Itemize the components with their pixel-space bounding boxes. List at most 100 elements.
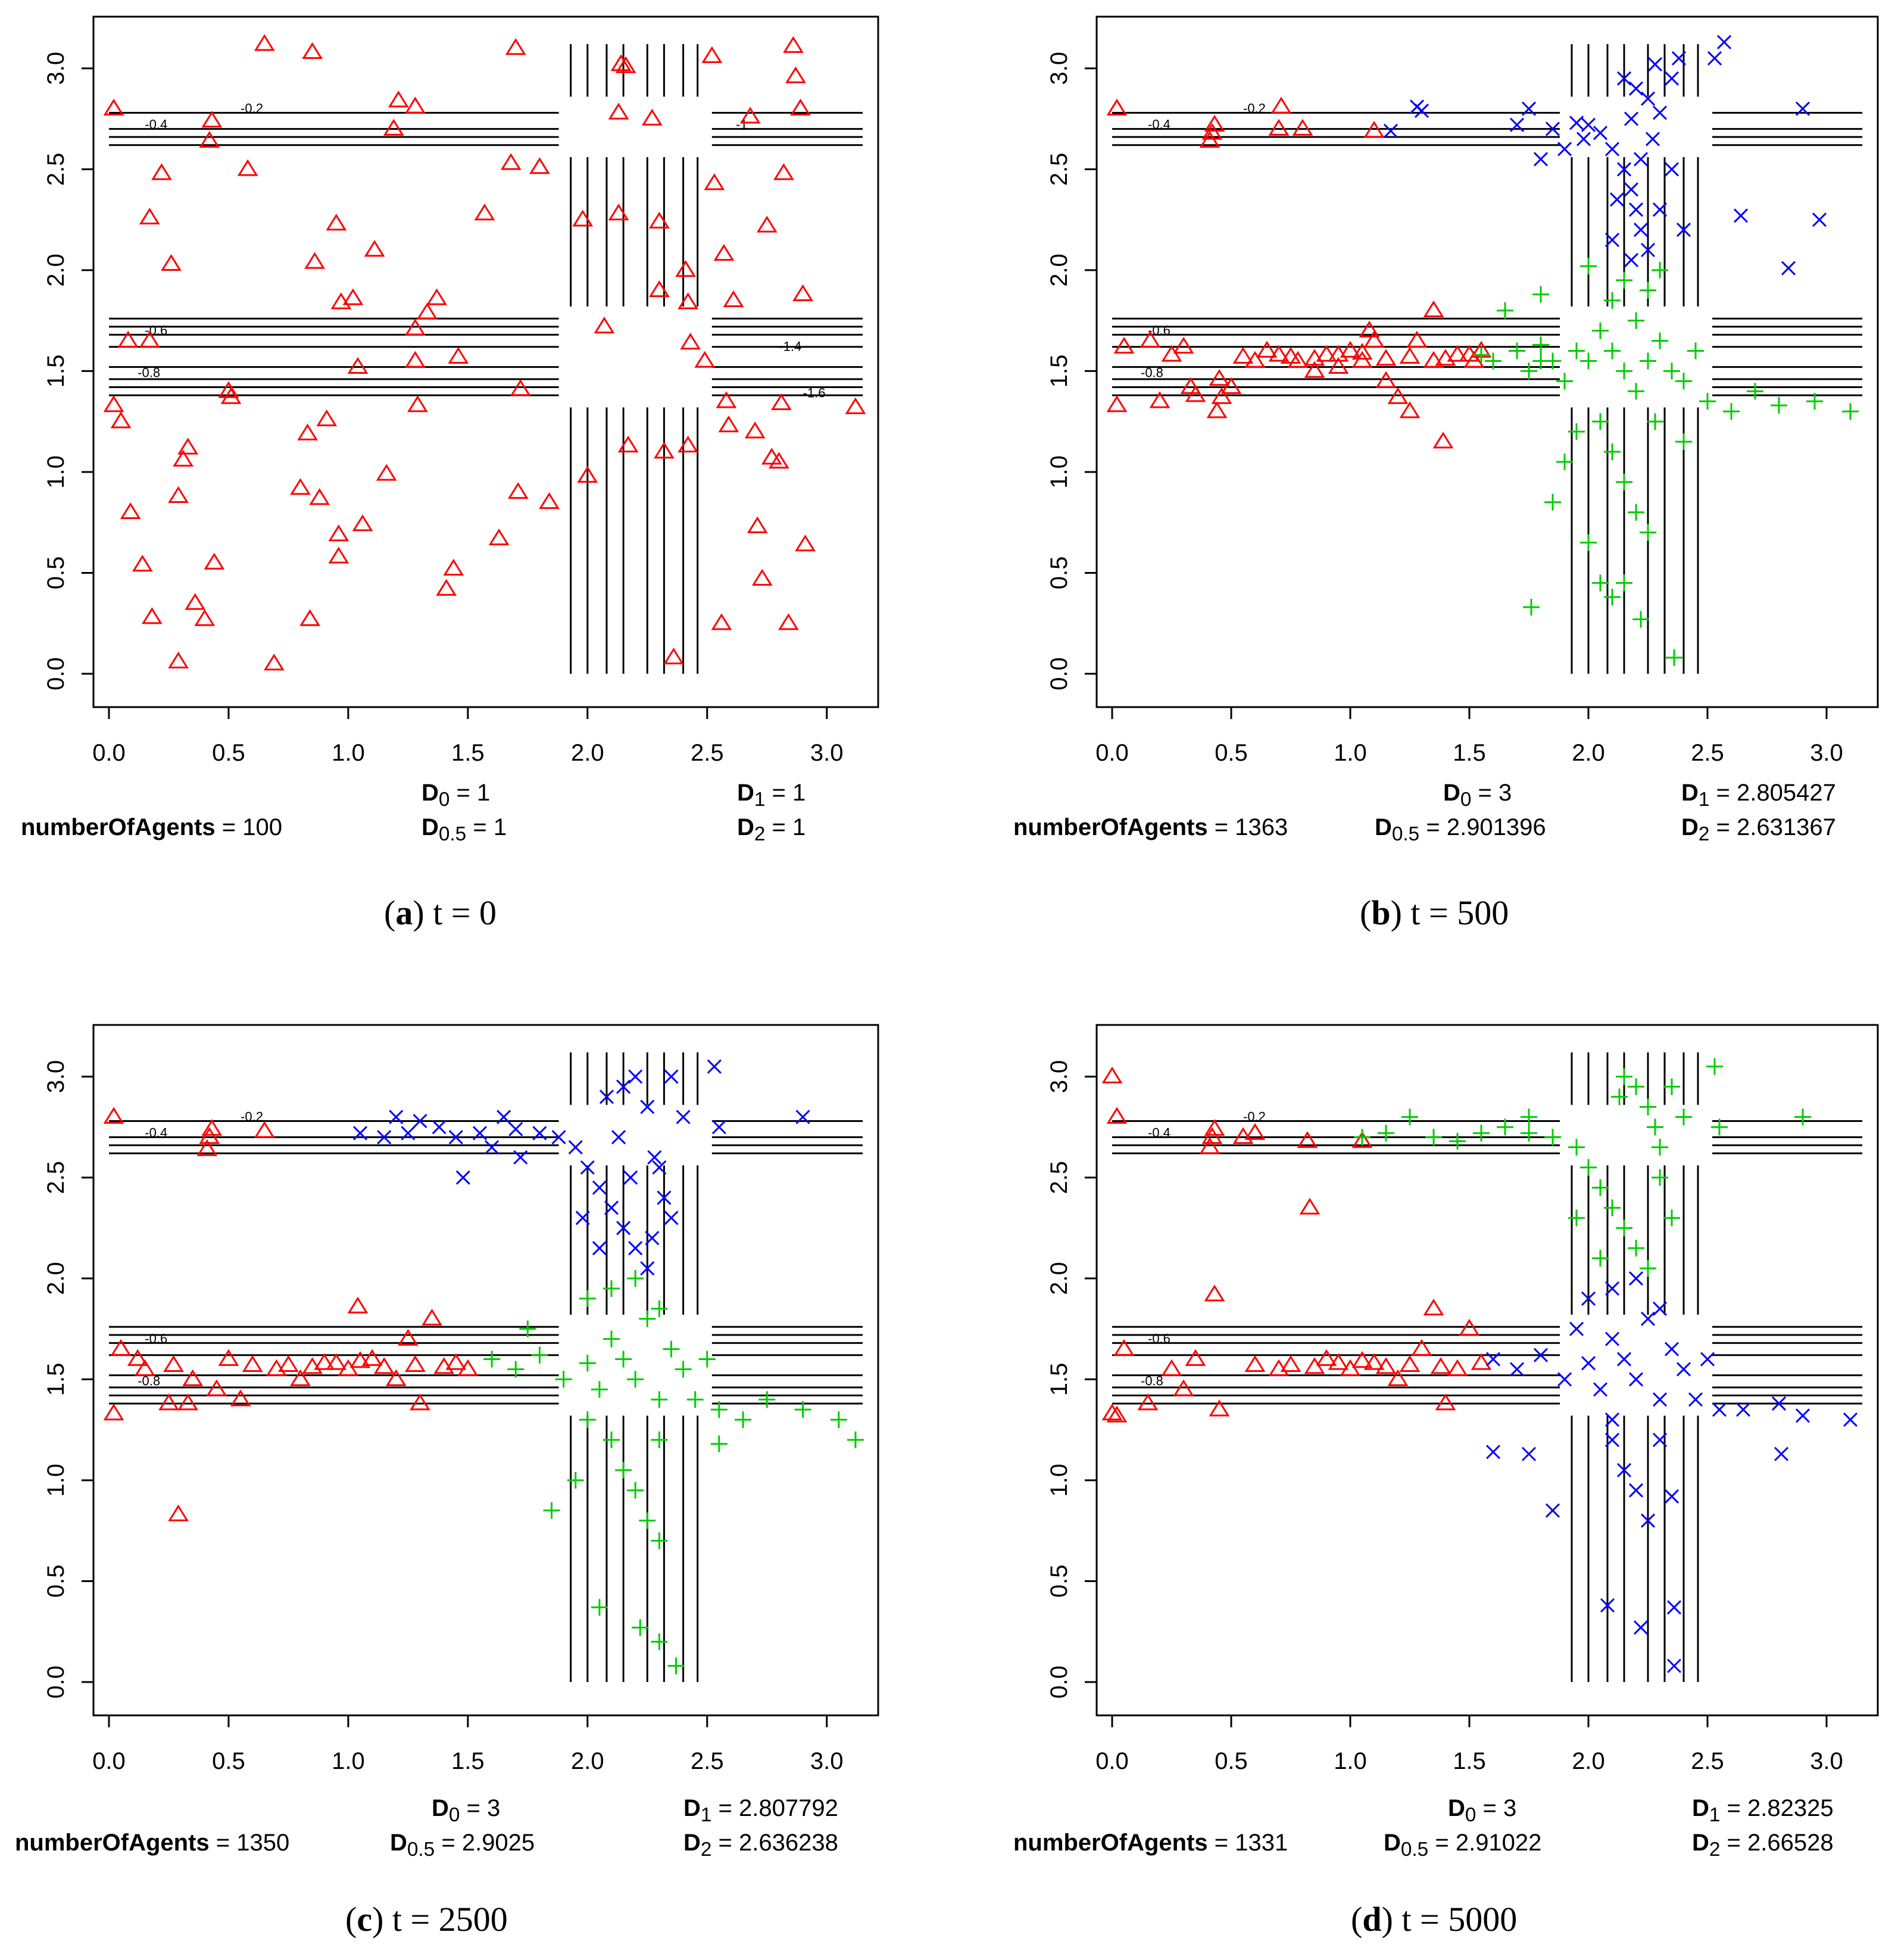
data-point-plus — [519, 1320, 536, 1337]
x-tick-label: 3.0 — [810, 740, 844, 766]
series-triangle — [1106, 96, 1492, 449]
data-point-triangle — [161, 254, 182, 271]
data-point-triangle — [407, 395, 428, 412]
contour-label: -0.6 — [1148, 1331, 1170, 1346]
stat-agents: numberOfAgents = 100 — [21, 814, 283, 840]
series-plus — [1473, 258, 1859, 666]
data-point-x — [628, 1069, 643, 1084]
data-point-plus — [1675, 373, 1692, 390]
data-point-triangle — [783, 36, 804, 53]
data-point-x — [1616, 1352, 1632, 1367]
data-point-plus — [1652, 261, 1668, 279]
contour-label: -0.2 — [1243, 101, 1266, 115]
data-point-triangle — [701, 46, 723, 63]
data-point-plus — [1521, 362, 1537, 380]
data-point-triangle — [230, 1389, 251, 1406]
data-point-x — [657, 1190, 672, 1205]
data-point-triangle — [1387, 1369, 1409, 1386]
data-point-triangle — [1423, 300, 1444, 318]
data-point-triangle — [1316, 345, 1337, 362]
data-point-plus — [1616, 473, 1632, 490]
contour-lines — [109, 44, 863, 674]
contour-label: -0.8 — [138, 365, 160, 380]
data-point-triangle — [1328, 357, 1349, 374]
y-tick-label: 0.0 — [43, 657, 69, 690]
data-point-triangle — [139, 330, 160, 348]
chart-body: -0.2-0.4-0.6-0.80.0 0.5 1.0 1.5 2.0 2.5 3.00.0… — [43, 1024, 879, 1774]
data-point-triangle — [199, 131, 220, 148]
data-point-x — [1628, 1372, 1644, 1387]
data-point-triangle — [141, 607, 163, 624]
data-point-plus — [1378, 1124, 1394, 1142]
data-point-plus — [1401, 1108, 1418, 1126]
data-point-x — [513, 1150, 528, 1165]
y-tick-label: 2.5 — [1046, 153, 1072, 186]
data-point-triangle — [158, 1393, 179, 1411]
data-point-plus — [1521, 1108, 1537, 1126]
data-point-triangle — [795, 534, 816, 552]
data-point-x — [532, 1126, 547, 1140]
y-tick-label: 0.5 — [1046, 1565, 1072, 1598]
data-point-triangle — [177, 1393, 199, 1411]
data-point-x — [1533, 152, 1549, 167]
data-point-triangle — [1209, 369, 1230, 386]
data-point-triangle — [1304, 361, 1325, 378]
data-point-x — [1545, 1503, 1560, 1518]
data-point-triangle — [1280, 1355, 1301, 1372]
data-point-triangle — [1268, 118, 1290, 136]
data-point-x — [1640, 1311, 1656, 1326]
data-point-triangle — [316, 409, 338, 427]
stat-d0: D0 = 3 — [1448, 1795, 1517, 1826]
data-point-triangle — [433, 1357, 455, 1374]
stat-d2: D2 = 2.66528 — [1692, 1830, 1834, 1861]
data-point-x — [1633, 223, 1649, 237]
data-point-plus — [1604, 589, 1621, 606]
data-point-plus — [1592, 574, 1609, 592]
stat-d2: D2 = 1 — [737, 814, 806, 845]
contour-label: -0.4 — [1148, 117, 1170, 132]
data-point-triangle — [713, 243, 735, 261]
data-point-plus — [1616, 1068, 1632, 1085]
data-point-plus — [1532, 336, 1549, 354]
data-point-triangle — [505, 38, 526, 55]
data-point-triangle — [314, 1353, 335, 1370]
data-point-plus — [1706, 1058, 1723, 1075]
data-point-plus — [663, 1340, 680, 1358]
data-point-triangle — [678, 436, 698, 453]
data-point-triangle — [1399, 346, 1421, 364]
data-point-triangle — [608, 102, 629, 120]
data-point-plus — [1592, 322, 1609, 339]
data-point-x — [1700, 1352, 1715, 1367]
data-point-triangle — [326, 1353, 347, 1370]
data-point-plus — [1723, 403, 1740, 420]
data-point-triangle — [417, 302, 438, 320]
data-point-triangle — [103, 98, 124, 115]
data-point-triangle — [1359, 320, 1380, 337]
data-point-x — [1671, 51, 1687, 65]
data-point-triangle — [577, 465, 598, 483]
data-point-x — [1604, 1281, 1620, 1296]
data-point-x — [1652, 202, 1668, 217]
data-point-plus — [1628, 1078, 1644, 1095]
data-point-plus — [1592, 413, 1609, 430]
data-point-x — [1557, 1372, 1572, 1387]
contour-lines — [1112, 1052, 1862, 1682]
data-point-triangle — [127, 1349, 148, 1366]
stat-d05: D0.5 = 2.901396 — [1375, 814, 1546, 845]
data-point-triangle — [1423, 1298, 1444, 1316]
data-point-x — [1604, 1433, 1620, 1448]
data-point-triangle — [120, 502, 141, 520]
data-point-x — [604, 1201, 619, 1215]
data-point-x — [676, 1109, 691, 1124]
data-point-plus — [615, 1351, 632, 1368]
data-point-x — [1652, 1301, 1668, 1316]
data-point-plus — [591, 1599, 608, 1616]
data-point-plus — [1628, 504, 1644, 521]
stat-d05: D0.5 = 1 — [422, 814, 507, 845]
y-tick-label: 2.0 — [1046, 254, 1072, 287]
data-point-x — [1733, 208, 1749, 223]
data-point-triangle — [299, 609, 320, 626]
y-tick-label: 3.0 — [43, 52, 69, 85]
data-point-triangle — [718, 415, 739, 433]
data-point-plus — [603, 1330, 620, 1348]
